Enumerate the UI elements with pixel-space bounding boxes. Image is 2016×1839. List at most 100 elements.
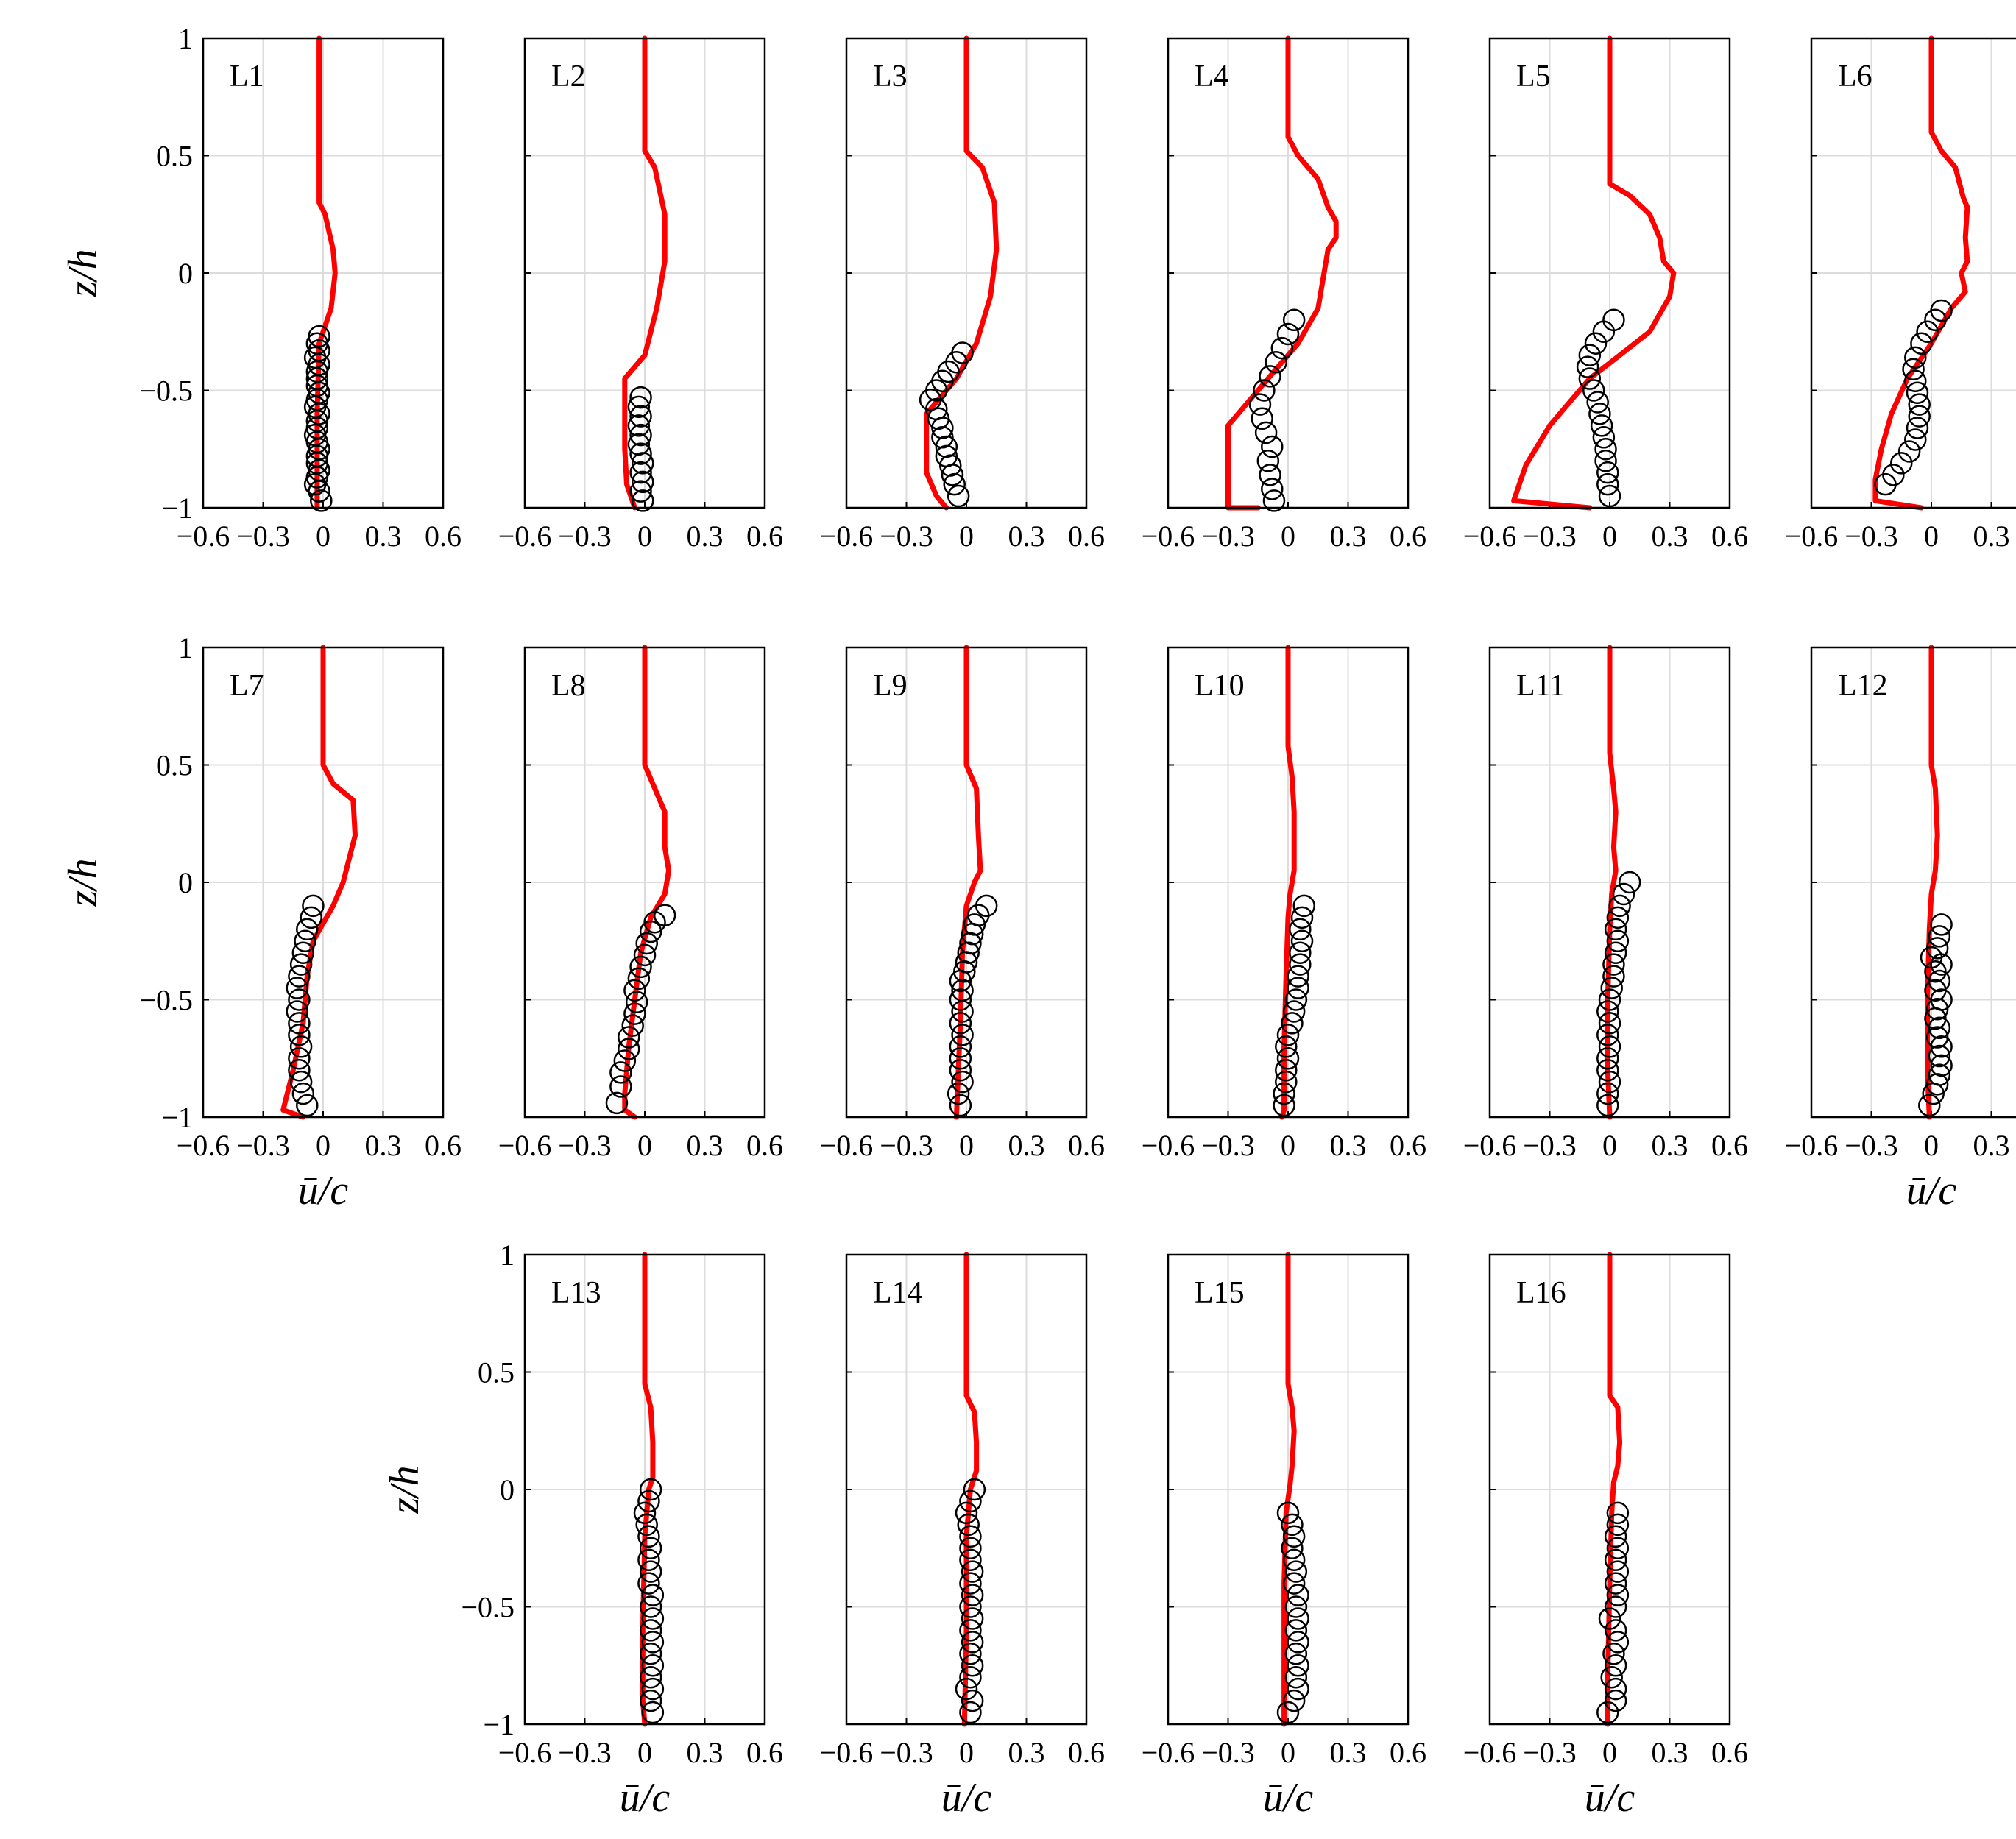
x-tick-label: 0.6: [1711, 520, 1748, 553]
plot-frame: [523, 646, 766, 1119]
y-tick-label: 0.5: [478, 1356, 514, 1389]
measurement-marker: [947, 484, 970, 508]
measurement-marker: [1592, 426, 1616, 449]
measurement-marker: [1604, 1619, 1627, 1642]
x-tick-label: −0.3: [558, 520, 612, 553]
measurement-marker: [629, 480, 652, 503]
measurement-marker: [637, 1489, 660, 1513]
x-tick-label: 0: [1281, 520, 1295, 553]
measurement-marker: [949, 1058, 972, 1082]
y-tick-label: 1: [500, 1239, 514, 1272]
x-tick-label: 0: [1602, 1736, 1617, 1769]
measurement-marker: [1918, 1094, 1941, 1117]
measurement-marker: [618, 1026, 640, 1049]
measurement-marker: [621, 1014, 644, 1037]
panel-l10: L10 −0.6 −0.3 0 0.3 0.6: [1142, 645, 1426, 1162]
measurement-marker: [1596, 1082, 1619, 1105]
measurement-marker: [609, 1075, 632, 1098]
measurement-marker: [1908, 405, 1931, 428]
model-line: [1872, 35, 1970, 511]
measurement-marker: [959, 1595, 982, 1618]
measurement-marker: [635, 1513, 658, 1537]
measurement-marker: [1289, 941, 1312, 964]
x-tick-label: 0.6: [1390, 1129, 1426, 1162]
measurement-marker: [1282, 1548, 1306, 1571]
measurement-marker: [1287, 1607, 1309, 1630]
measurement-marker: [1924, 960, 1947, 983]
measurement-marker: [1289, 953, 1312, 976]
measurement-marker: [639, 1595, 662, 1618]
panel-label: L7: [230, 669, 264, 703]
measurement-marker: [288, 988, 311, 1011]
y-tick-label: −0.5: [139, 375, 193, 408]
plot-frame: [1810, 37, 2016, 509]
x-tick-label: 0: [637, 1736, 652, 1769]
y-axis-label: z/h: [60, 249, 106, 297]
y-tick-label: 1: [178, 22, 193, 55]
x-tick-label: −0.3: [1201, 1129, 1255, 1162]
measurement-marker: [1290, 906, 1314, 929]
measurement-marker: [637, 1548, 660, 1571]
panel-l9: L9 −0.6 −0.3 0 0.3 0.6: [820, 645, 1105, 1162]
measurement-marker: [953, 960, 976, 983]
plot-frame: [1488, 646, 1731, 1119]
measurement-marker: [1596, 472, 1619, 496]
measurement-marker: [959, 1489, 982, 1513]
measurement-marker: [1578, 367, 1602, 390]
measurement-marker: [949, 1094, 972, 1117]
measurement-marker: [1596, 1000, 1619, 1023]
measurement-marker: [609, 1061, 632, 1084]
measurement-marker: [1596, 1024, 1619, 1046]
x-tick-label: −0.6: [1463, 1129, 1517, 1162]
x-tick-label: −0.3: [880, 520, 933, 553]
measurement-marker: [1600, 977, 1623, 999]
measurement-marker: [1930, 1054, 1953, 1077]
plot-frame: [845, 37, 1088, 509]
measurement-marker: [1287, 1584, 1309, 1606]
panel-l5: L5 −0.6 −0.3 0 0.3 0.6: [1463, 35, 1748, 553]
measurement-marker: [939, 454, 962, 477]
panel-label: L2: [551, 60, 586, 93]
x-tick-label: 0: [316, 1129, 330, 1162]
measurement-marker: [1604, 1525, 1627, 1548]
x-tick-label: −0.6: [498, 520, 552, 553]
model-line: [1225, 35, 1339, 511]
measurement-marker: [959, 1572, 982, 1595]
x-tick-label: 0.3: [1008, 1736, 1045, 1769]
measurement-marker: [1594, 449, 1617, 472]
y-tick-label: −0.5: [139, 984, 193, 1017]
measurement-marker: [310, 489, 333, 512]
measurement-marker: [1582, 379, 1605, 402]
x-tick-label: −0.3: [236, 1129, 290, 1162]
measurement-marker: [961, 1607, 984, 1630]
x-tick-label: 0.3: [687, 1129, 724, 1162]
measurement-marker: [959, 1619, 982, 1642]
measurement-marker: [1606, 906, 1630, 929]
measurement-marker: [643, 910, 666, 934]
measurement-marker: [633, 1501, 657, 1525]
measurement-marker: [1606, 1501, 1630, 1525]
x-axis-label: ū/c: [298, 1168, 349, 1213]
measurement-marker: [639, 1560, 662, 1583]
measurement-marker: [618, 1038, 640, 1060]
y-tick-label: 0: [178, 866, 193, 899]
measurement-marker: [1282, 1000, 1306, 1023]
measurement-marker: [296, 1094, 319, 1117]
model-line: [622, 645, 672, 1120]
measurement-marker: [1910, 332, 1933, 355]
x-axis-label: ū/c: [620, 1775, 671, 1821]
measurement-marker: [289, 1070, 313, 1094]
measurement-marker: [1925, 998, 1949, 1021]
measurement-marker: [1604, 1677, 1627, 1701]
measurement-marker: [286, 977, 308, 999]
panel-label: L15: [1195, 1276, 1245, 1310]
measurement-marker: [1281, 1012, 1304, 1035]
x-tick-label: 0: [959, 520, 974, 553]
measurement-marker: [629, 442, 652, 465]
x-tick-label: 0.6: [1068, 1129, 1105, 1162]
panel-label: L6: [1838, 60, 1872, 93]
measurement-marker: [637, 1572, 660, 1595]
x-tick-label: 0: [637, 1129, 652, 1162]
panel-label: L10: [1195, 669, 1245, 703]
measurement-marker: [1586, 391, 1609, 414]
